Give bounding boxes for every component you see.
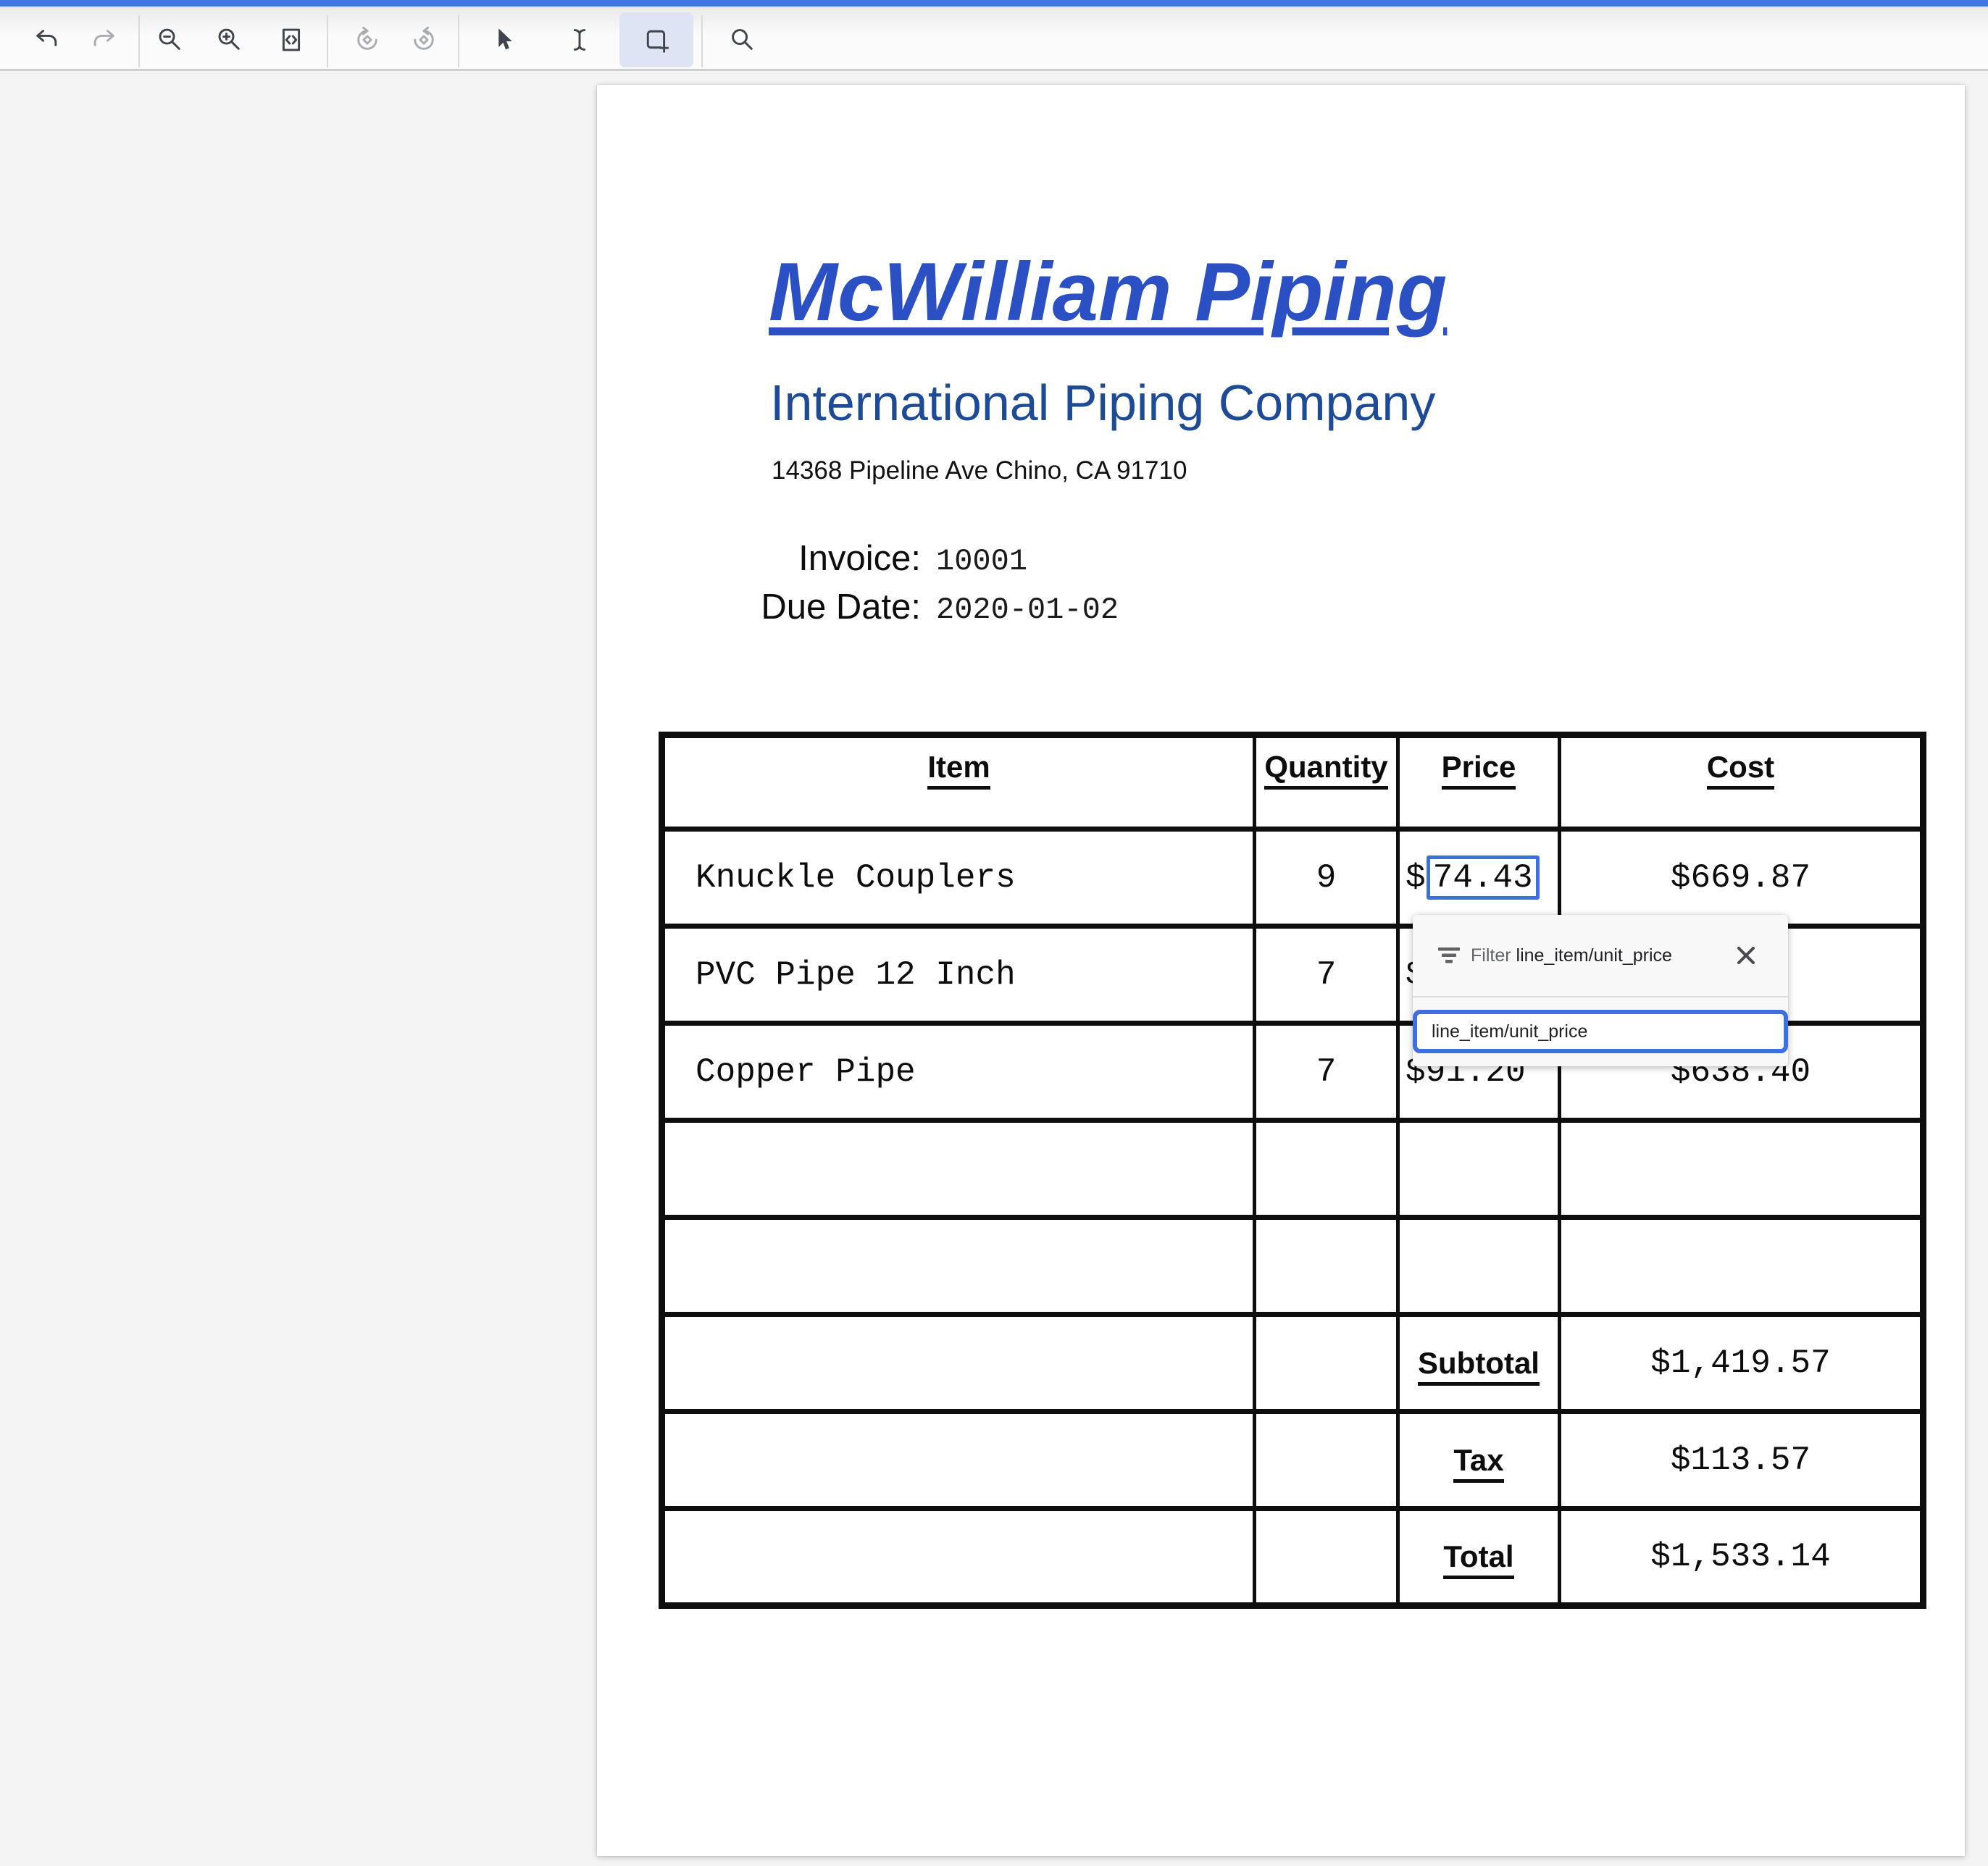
cell-quantity: 7 [1253, 924, 1400, 1026]
zoom-out-button[interactable] [150, 12, 191, 67]
search-button[interactable] [722, 12, 763, 67]
total-label: Total [1396, 1506, 1561, 1608]
summary-row: Tax $113.57 [660, 1409, 1925, 1511]
rotate-counterclockwise-icon [357, 26, 377, 50]
cell-cost: $669.87 [1558, 827, 1925, 929]
filter-popup: Filter line_item/unit_price [1413, 915, 1788, 1066]
cell-quantity: 9 [1253, 827, 1400, 929]
table-row: Knuckle Couplers 9 $74.43 $669.87 [660, 827, 1925, 929]
zoom-out-icon [159, 28, 180, 50]
undo-icon [36, 30, 57, 46]
company-address: 14368 Pipeline Ave Chino, CA 91710 [772, 456, 1187, 485]
rotate-clockwise-button[interactable] [404, 12, 444, 67]
summary-row: Subtotal $1,419.57 [660, 1312, 1925, 1414]
toolbar-separator [327, 15, 328, 67]
subtotal-value: $1,419.57 [1558, 1312, 1925, 1414]
filter-bars-icon [1438, 947, 1460, 963]
undo-button[interactable] [26, 12, 67, 67]
toolbar-separator [138, 15, 140, 67]
text-select-icon [573, 29, 586, 51]
due-date-value: 2020-01-02 [936, 593, 1119, 627]
text-select-button[interactable] [559, 12, 600, 67]
price-prefix: $ [1406, 858, 1426, 897]
fit-to-page-button[interactable] [271, 12, 312, 67]
due-date-label: Due Date: [761, 587, 921, 627]
summary-row: Total $1,533.14 [660, 1506, 1925, 1608]
invoice-label: Invoice: [798, 539, 921, 578]
table-row-empty [660, 1118, 1925, 1220]
fit-to-page-icon [282, 28, 301, 51]
table-header-row: Item Quantity Price Cost [660, 732, 1925, 832]
header-price: Price [1396, 732, 1561, 832]
cell-quantity: 7 [1253, 1021, 1400, 1123]
cell-item: Knuckle Couplers [660, 827, 1256, 929]
toolbar-separator [458, 15, 459, 67]
invoice-page[interactable]: McWilliam Piping International Piping Co… [597, 85, 1965, 1856]
cell-price: $74.43 [1396, 827, 1561, 929]
select-cursor-button[interactable] [483, 12, 524, 67]
filter-field-input[interactable] [1413, 1010, 1788, 1053]
company-subtitle: International Piping Company [770, 375, 1436, 431]
zoom-in-button[interactable] [209, 12, 250, 67]
toolbar-separator [701, 15, 703, 67]
rotate-counterclockwise-button[interactable] [347, 12, 388, 67]
region-select-icon [646, 30, 669, 53]
tax-label: Tax [1396, 1409, 1561, 1511]
search-icon [732, 29, 753, 50]
region-select-button[interactable] [619, 12, 693, 67]
filter-popup-title: Filter line_item/unit_price [1471, 945, 1672, 966]
subtotal-label: Subtotal [1396, 1312, 1561, 1414]
cell-item: PVC Pipe 12 Inch [660, 924, 1256, 1026]
filter-popup-header: Filter line_item/unit_price [1413, 915, 1788, 997]
close-icon [1737, 947, 1755, 964]
company-title: McWilliam Piping [769, 246, 1448, 338]
rotate-clockwise-icon [414, 26, 434, 50]
header-cost: Cost [1558, 732, 1925, 832]
selection-box[interactable]: 74.43 [1426, 855, 1540, 900]
zoom-in-icon [218, 28, 240, 50]
window-accent-bar [0, 0, 1988, 7]
total-value: $1,533.14 [1558, 1506, 1925, 1608]
close-button[interactable] [1733, 942, 1759, 968]
redo-button[interactable] [84, 12, 125, 67]
toolbar [0, 7, 1988, 71]
redo-icon [93, 30, 114, 46]
tax-value: $113.57 [1558, 1409, 1925, 1511]
invoice-table: Item Quantity Price Cost Knuckle Coupler… [659, 732, 1926, 1609]
cell-item: Copper Pipe [660, 1021, 1256, 1123]
header-item: Item [660, 732, 1256, 832]
select-cursor-icon [498, 28, 512, 50]
invoice-number: 10001 [936, 544, 1028, 579]
table-row-empty [660, 1215, 1925, 1317]
header-quantity: Quantity [1253, 732, 1400, 832]
